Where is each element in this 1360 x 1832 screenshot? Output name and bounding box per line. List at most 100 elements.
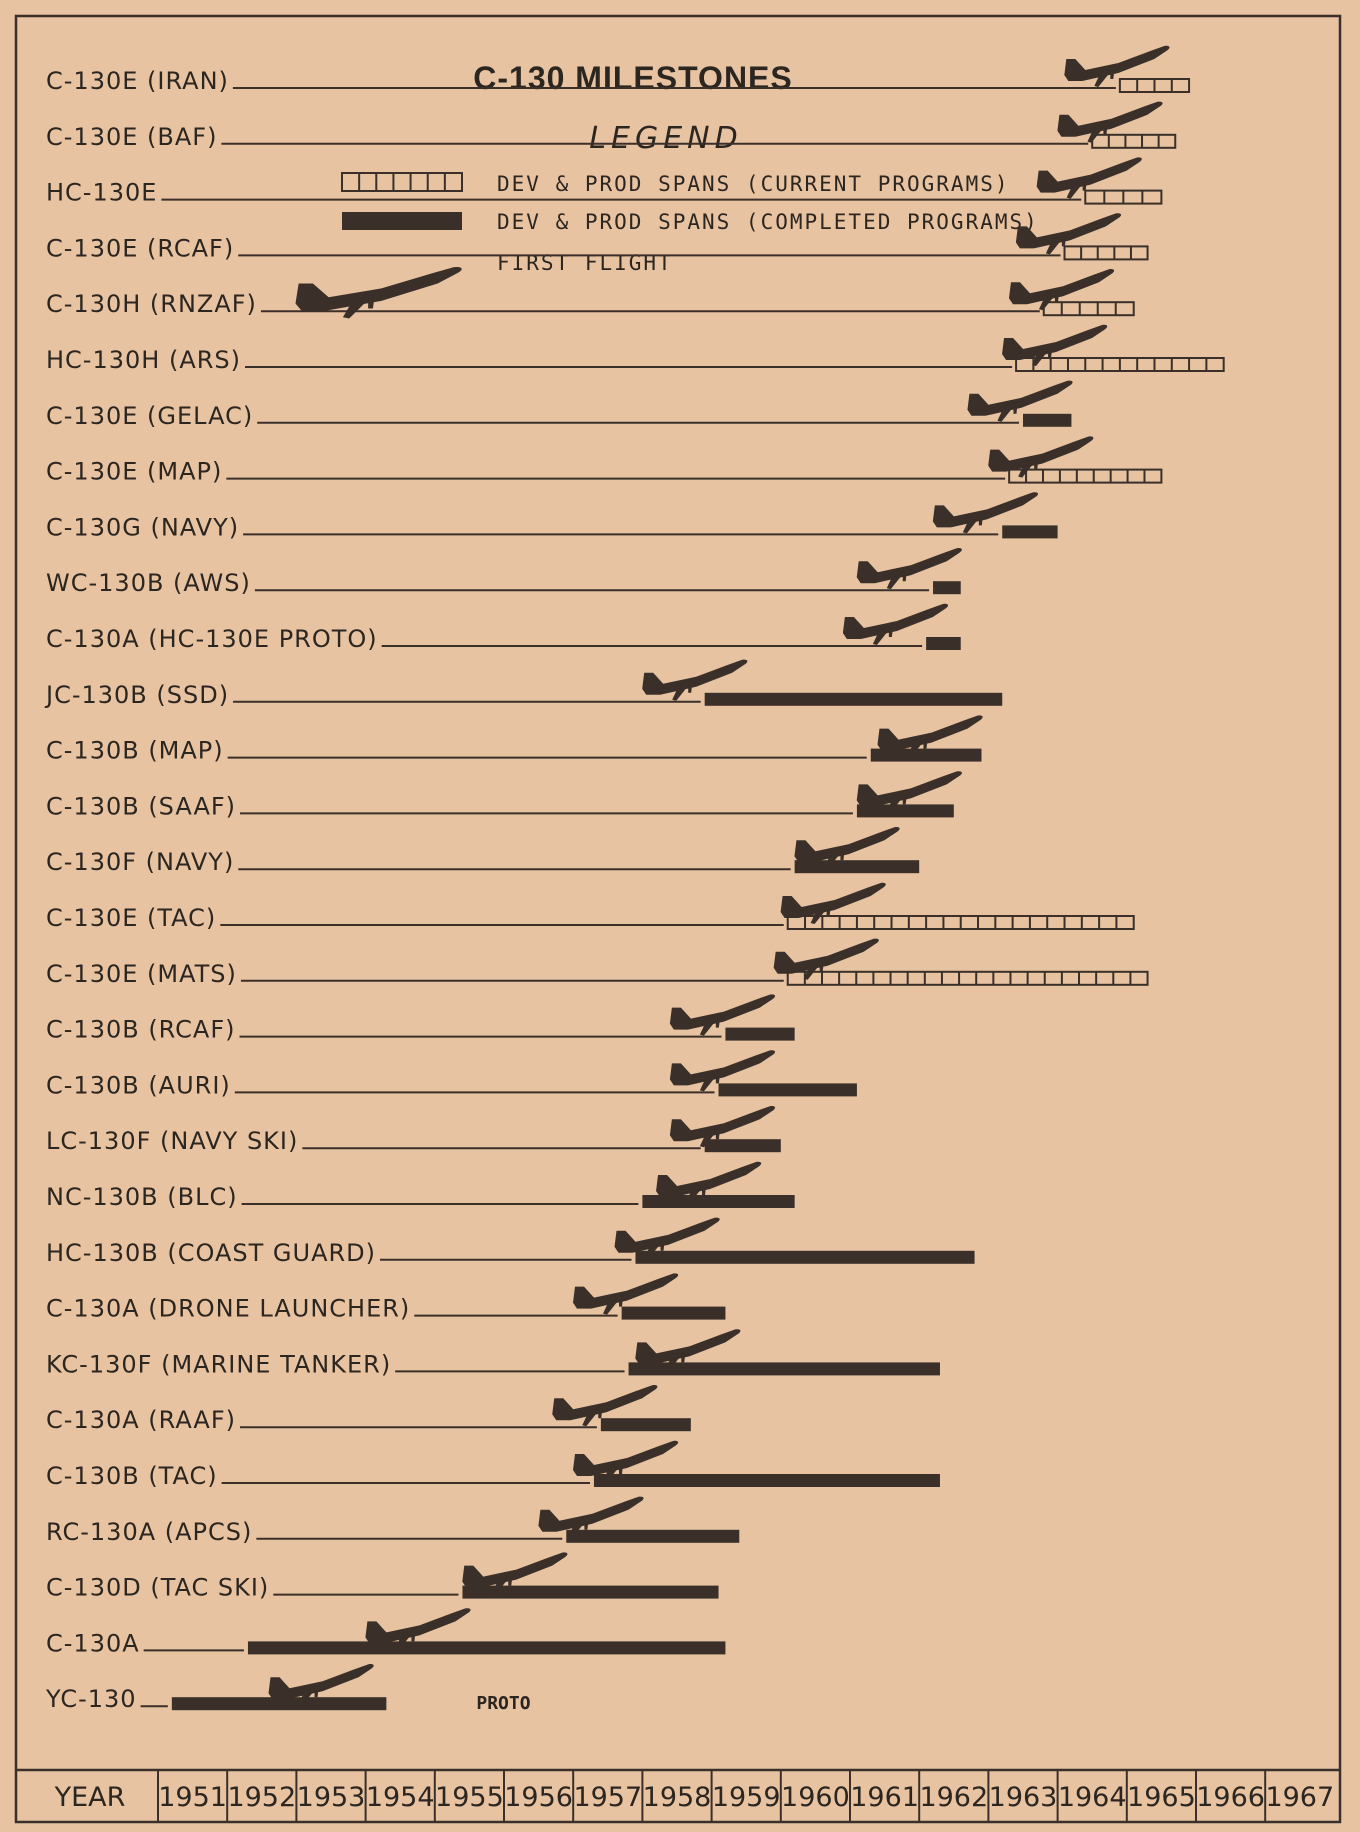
row-label: C-130E (BAF) [46,123,217,151]
row-label: LC-130F (NAVY SKI) [46,1127,298,1155]
year-tick-label: 1964 [1058,1782,1127,1813]
year-tick-label: 1951 [158,1782,227,1813]
milestone-row: C-130B (TAC) [46,1440,940,1490]
milestone-row: C-130H (RNZAF) [46,269,1135,318]
milestone-row: NC-130B (BLC) [46,1161,795,1211]
milestone-row: C-130B (SAAF) [46,771,962,820]
row-label: C-130B (TAC) [46,1462,218,1490]
row-label: C-130A (DRONE LAUNCHER) [46,1295,410,1323]
first-flight-plane-icon [1057,101,1163,143]
current-span-bar [1084,189,1163,205]
row-label: C-130B (RCAF) [46,1016,236,1044]
year-tick-label: 1957 [573,1782,642,1813]
row-label: C-130D (TAC SKI) [46,1574,269,1602]
completed-span-bar [600,1418,691,1432]
first-flight-plane-icon [773,938,879,980]
outer-border [14,14,1342,1824]
row-label: WC-130B (AWS) [46,569,251,597]
row-label: C-130A (RAAF) [46,1406,236,1434]
milestone-row: C-130A (DRONE LAUNCHER) [46,1273,726,1323]
milestone-row: C-130B (AURI) [46,1050,857,1099]
completed-span-bar [725,1027,795,1041]
first-flight-plane-icon [1002,324,1108,366]
completed-span-bar [247,1641,726,1655]
year-tick-label: 1960 [781,1782,850,1813]
row-label: KC-130F (MARINE TANKER) [46,1350,391,1378]
milestone-row: RC-130A (APCS) [46,1496,740,1546]
row-label: YC-130 [45,1685,137,1713]
row-label: C-130A [46,1629,140,1657]
milestone-row: JC-130B (SSD) [44,659,1003,709]
year-tick-label: 1962 [919,1782,988,1813]
current-span-bar [1063,245,1149,261]
completed-span-bar [171,1697,387,1711]
milestone-row: C-130D (TAC SKI) [46,1552,719,1602]
milestone-row: C-130E (MATS) [46,938,1149,988]
milestone-row: C-130E (IRAN) [46,45,1191,95]
row-label: C-130E (GELAC) [46,402,253,430]
row-note: PROTO [476,1693,530,1714]
completed-span-bar [933,581,961,595]
year-tick-label: 1958 [643,1782,712,1813]
row-label: HC-130B (COAST GUARD) [46,1239,376,1267]
milestone-row: KC-130F (MARINE TANKER) [46,1329,940,1378]
row-label: C-130E (MAP) [46,458,222,486]
milestone-row: YC-130 PROTO [45,1664,531,1714]
milestone-row: C-130B (MAP) [46,715,983,765]
row-label: RC-130A (APCS) [46,1518,252,1546]
year-tick-label: 1965 [1127,1782,1196,1813]
completed-span-bar [462,1585,719,1599]
completed-span-bar [704,692,1003,706]
legend-completed-label: DEV & PROD SPANS (COMPLETED PROGRAMS) [497,210,1039,234]
year-tick-label: 1961 [850,1782,919,1813]
milestone-row: WC-130B (AWS) [46,548,962,597]
first-flight-plane-icon [780,882,886,924]
row-label: C-130G (NAVY) [46,513,239,541]
completed-span-bar [566,1529,740,1543]
milestone-row: HC-130H (ARS) [46,324,1225,374]
row-label: C-130B (SAAF) [46,792,236,820]
milestone-row: C-130E (GELAC) [46,380,1073,430]
row-label: C-130E (RCAF) [46,234,234,262]
current-span-bar [1118,78,1191,93]
legend-title: LEGEND [589,121,742,156]
completed-span-bar [593,1474,940,1487]
completed-span-bar [856,804,954,818]
row-label: C-130E (MATS) [46,960,237,988]
first-flight-plane-icon [1036,157,1142,199]
year-tick-label: 1953 [297,1782,366,1813]
milestone-row: C-130G (NAVY) [46,492,1058,541]
row-label: HC-130E [46,179,157,207]
year-axis: YEAR 1951 1952 1953 1954 1955 1956 1957 1958 195… [16,1768,1340,1822]
milestone-row: C-130E (BAF) [46,101,1177,151]
year-tick-label: 1966 [1196,1782,1265,1813]
row-label: C-130E (TAC) [46,904,216,932]
year-tick-label: 1955 [435,1782,504,1813]
completed-span-bar [926,637,961,650]
row-label: C-130H (RNZAF) [46,290,257,318]
completed-span-bar [642,1195,795,1208]
completed-span-bar [704,1139,781,1153]
milestone-row: HC-130B (COAST GUARD) [46,1217,975,1267]
completed-span-bar [794,860,920,874]
year-tick-label: 1963 [989,1782,1058,1813]
milestone-row: C-130A [46,1608,726,1657]
completed-span-bar [870,748,982,762]
row-label: C-130B (AURI) [46,1071,231,1099]
milestone-row: HC-130E [46,157,1163,207]
current-span-bar [1091,133,1177,149]
year-tick-label: 1952 [227,1782,296,1813]
milestone-row: C-130B (RCAF) [46,994,795,1044]
completed-span-bar [628,1362,940,1376]
year-axis-label: YEAR [54,1782,126,1813]
row-label: C-130E (IRAN) [46,67,229,95]
current-span-bar [786,915,1135,930]
completed-span-bar [635,1250,975,1264]
row-label: C-130F (NAVY) [46,848,234,876]
milestone-row: C-130E (MAP) [46,436,1163,486]
row-label: NC-130B (BLC) [46,1183,238,1211]
chart-title: C-130 MILESTONES [473,60,792,96]
current-span-bar [786,970,1149,986]
year-tick-label: 1959 [712,1782,781,1813]
